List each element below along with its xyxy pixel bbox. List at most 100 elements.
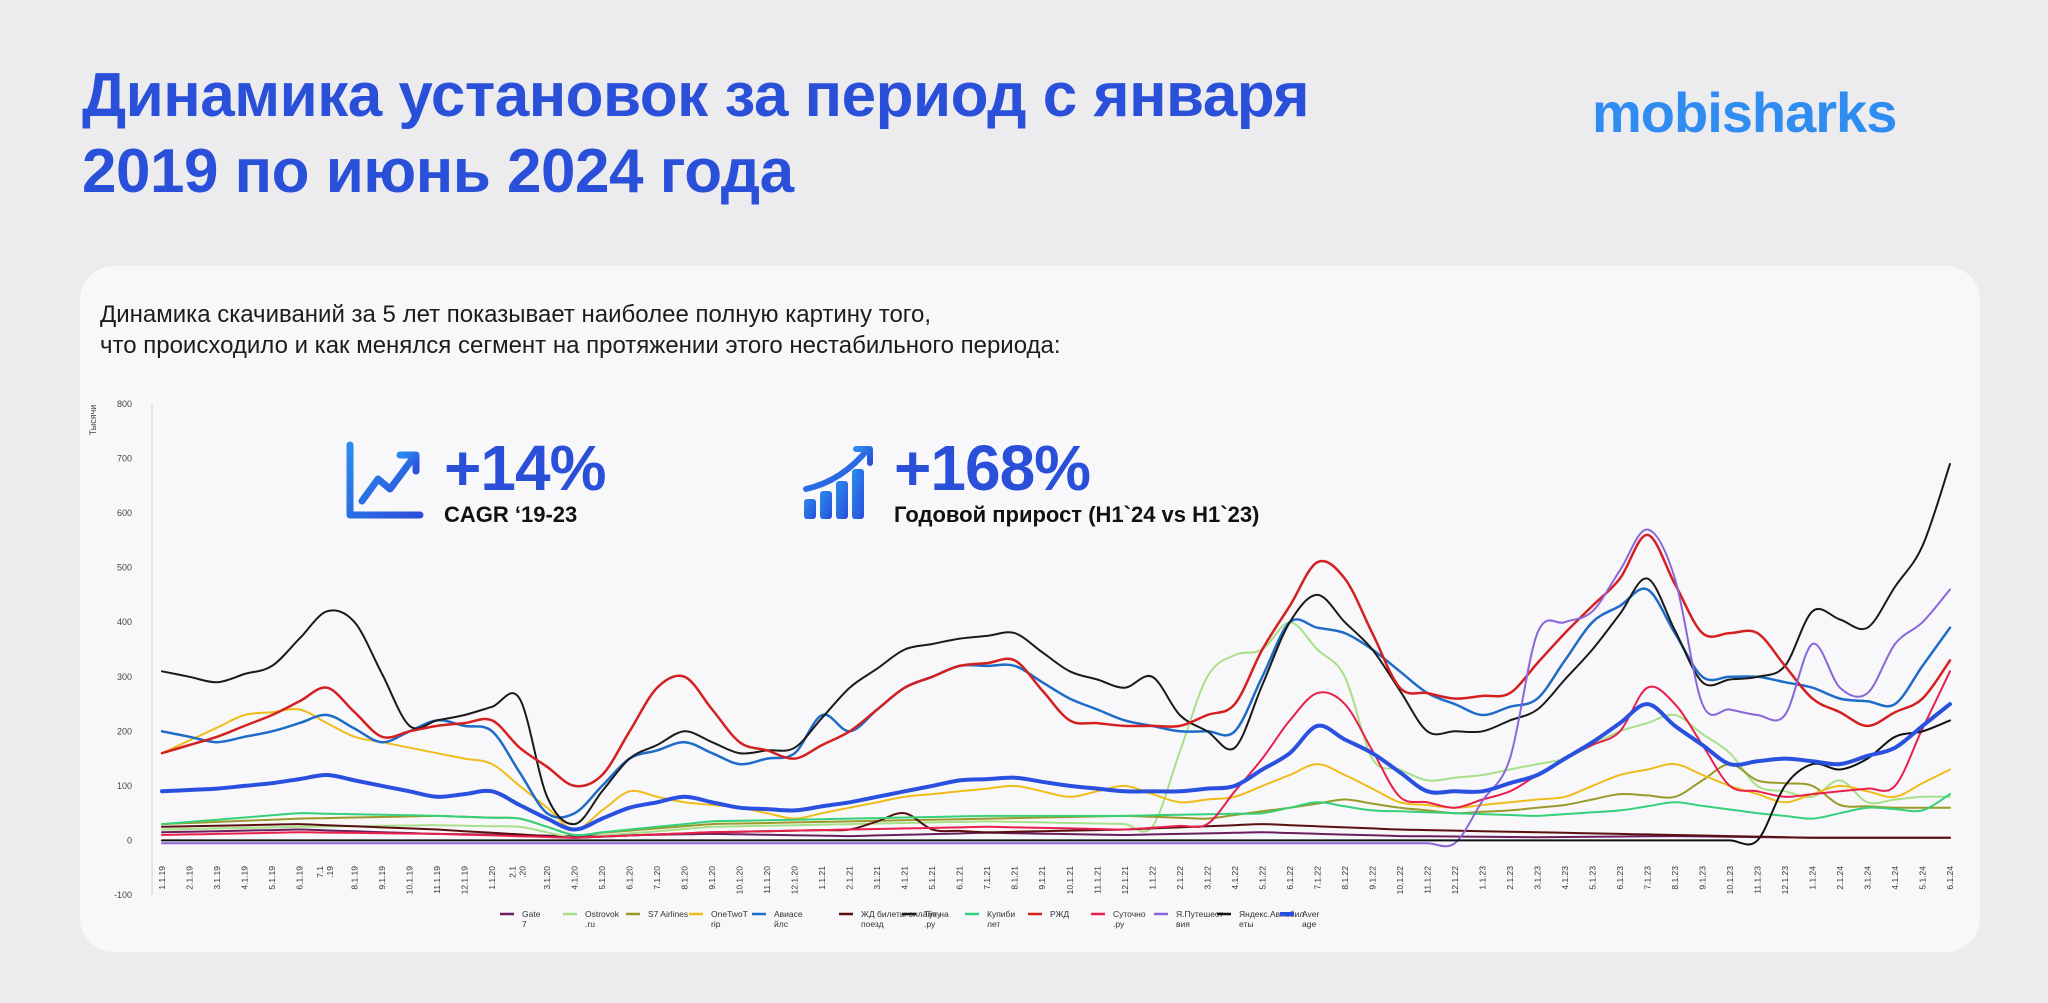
bar-growth-chart-icon <box>802 441 878 523</box>
intro-line-1: Динамика скачиваний за 5 лет показывает … <box>100 301 932 328</box>
x-tick-label: 4.1.23 <box>1560 866 1570 890</box>
x-tick-label: 5.1.21 <box>927 866 937 890</box>
x-tick-label: 2.1.23 <box>1505 866 1515 890</box>
page-title: Динамика установок за период с января 20… <box>82 58 1482 210</box>
x-tick-label: 3.1.20 <box>542 866 552 890</box>
x-tick-label: 12.1.23 <box>1780 866 1790 895</box>
x-tick-label: 7.1.23 <box>1642 866 1652 890</box>
x-tick-label: 2.1.19 <box>185 866 195 890</box>
series-line-12 <box>160 702 1952 832</box>
x-tick-label: 3.1.23 <box>1532 866 1542 890</box>
x-tick-label: 10.1.21 <box>1065 866 1075 895</box>
x-tick-label: 4.1.19 <box>240 866 250 890</box>
series-line-11 <box>161 719 1951 846</box>
legend-label-9: Суточно .ру <box>1113 909 1146 929</box>
x-tick-label: 11.1.21 <box>1092 866 1102 894</box>
x-tick-label: 8.1.21 <box>1010 866 1020 890</box>
x-tick-label: 6.1.19 <box>295 866 305 890</box>
series-line-3 <box>161 708 1951 831</box>
x-tick-label: 6.1.23 <box>1615 866 1625 890</box>
legend-label-7: Купиби лет <box>987 909 1015 929</box>
x-tick-label: 12.1.19 <box>460 866 470 895</box>
x-tick-label: 4.1.21 <box>900 866 910 890</box>
x-tick-label: 11.1.20 <box>762 866 772 894</box>
legend-label-12: Aver age <box>1302 909 1319 929</box>
legend-label-6: Туту .ру <box>924 909 942 929</box>
x-tick-label: 9.1.22 <box>1367 866 1377 890</box>
title-line-1: Динамика установок за период с января <box>82 61 1310 130</box>
kpi-yoy-label: Годовой прирост (H1`24 vs H1`23) <box>894 502 1260 527</box>
x-tick-label: 1.1.20 <box>487 866 497 890</box>
legend-label-1: Ostrovok .ru <box>585 909 620 929</box>
brand-logo: mobisharks <box>1592 81 1897 144</box>
x-tick-label: 9.1.23 <box>1697 866 1707 890</box>
y-tick-label: 800 <box>117 399 132 409</box>
trend-up-chart-icon <box>344 441 424 523</box>
x-tick-label: 2.1.22 <box>1175 866 1185 890</box>
kpi-cagr: +14% CAGR ‘19-23 <box>344 432 606 528</box>
legend-label-4: Авиасе йлс <box>774 909 803 929</box>
x-tick-label: 9.1.19 <box>377 866 387 890</box>
y-tick-label: 300 <box>117 672 132 682</box>
x-tick-label: 5.1.23 <box>1587 866 1597 890</box>
y-tick-label: -100 <box>114 890 132 900</box>
x-tick-label: 8.1.20 <box>680 866 690 890</box>
legend-label-10: Я.Путешест вия <box>1176 909 1223 929</box>
series-line-1 <box>161 621 1951 839</box>
x-tick-label: 6.1.21 <box>955 866 965 890</box>
y-tick-label: 400 <box>117 617 132 627</box>
x-tick-label: 11.1.23 <box>1752 866 1762 894</box>
series-line-6 <box>161 463 1951 826</box>
series-line-10 <box>161 528 1951 848</box>
kpi-cagr-label: CAGR ‘19-23 <box>444 502 578 527</box>
series-line-4 <box>160 587 1952 819</box>
x-tick-label: 7.1.22 <box>1312 866 1322 890</box>
x-tick-label: 7.1.21 <box>982 866 992 890</box>
x-tick-label: 6.1.20 <box>625 866 635 890</box>
x-tick-label: 10.1.20 <box>735 866 745 895</box>
x-tick-label: 5.1.19 <box>267 866 277 890</box>
x-tick-label: 5.1.22 <box>1257 866 1267 890</box>
y-tick-label: 100 <box>117 781 132 791</box>
kpi-yoy: +168% Годовой прирост (H1`24 vs H1`23) <box>802 436 1259 528</box>
legend-label-8: РЖД <box>1050 909 1069 919</box>
legend-label-2: S7 Airlines <box>648 909 688 919</box>
x-tick-label: 5.1.20 <box>597 866 607 890</box>
x-tick-label: 1.1.22 <box>1147 866 1157 890</box>
series-line-7 <box>161 793 1951 837</box>
x-tick-label: 7.1.19 <box>315 866 335 878</box>
legend-label-0: Gate 7 <box>522 909 541 929</box>
legend-label-11: Яндекс.Авиабил еты <box>1239 909 1304 929</box>
series-line-8 <box>160 533 1952 788</box>
x-tick-label: 7.1.20 <box>652 866 662 890</box>
x-tick-label: 5.1.24 <box>1917 866 1927 890</box>
y-axis-title: Тысячи <box>88 405 98 436</box>
y-tick-label: 500 <box>117 563 132 573</box>
x-tick-label: 6.1.22 <box>1285 866 1295 890</box>
x-tick-label: 3.1.22 <box>1202 866 1212 890</box>
x-tick-label: 10.1.23 <box>1725 866 1735 895</box>
x-tick-label: 3.1.21 <box>872 866 882 890</box>
x-tick-label: 10.1.22 <box>1395 866 1405 895</box>
kpi-cagr-value: +14% <box>444 432 606 504</box>
x-tick-label: 2.1.20 <box>508 866 528 878</box>
x-tick-label: 8.1.19 <box>350 866 360 890</box>
title-line-2: 2019 по июнь 2024 года <box>82 137 794 206</box>
x-tick-label: 9.1.21 <box>1037 866 1047 890</box>
x-tick-label: 3.1.19 <box>212 866 222 890</box>
x-tick-label: 8.1.22 <box>1340 866 1350 890</box>
x-tick-label: 6.1.24 <box>1945 866 1955 890</box>
x-tick-label: 10.1.19 <box>405 866 415 895</box>
y-tick-label: 200 <box>117 726 132 736</box>
x-tick-label: 3.1.24 <box>1862 866 1872 890</box>
x-tick-label: 4.1.20 <box>570 866 580 890</box>
x-tick-label: 12.1.21 <box>1120 866 1130 895</box>
x-tick-label: 4.1.22 <box>1230 866 1240 890</box>
x-tick-label: 8.1.23 <box>1670 866 1680 890</box>
y-tick-label: 600 <box>117 508 132 518</box>
x-tick-label: 1.1.21 <box>817 866 827 890</box>
intro-line-2: что происходило и как менялся сегмент на… <box>100 332 1061 359</box>
x-tick-label: 4.1.24 <box>1890 866 1900 890</box>
x-tick-label: 11.1.19 <box>432 866 442 894</box>
